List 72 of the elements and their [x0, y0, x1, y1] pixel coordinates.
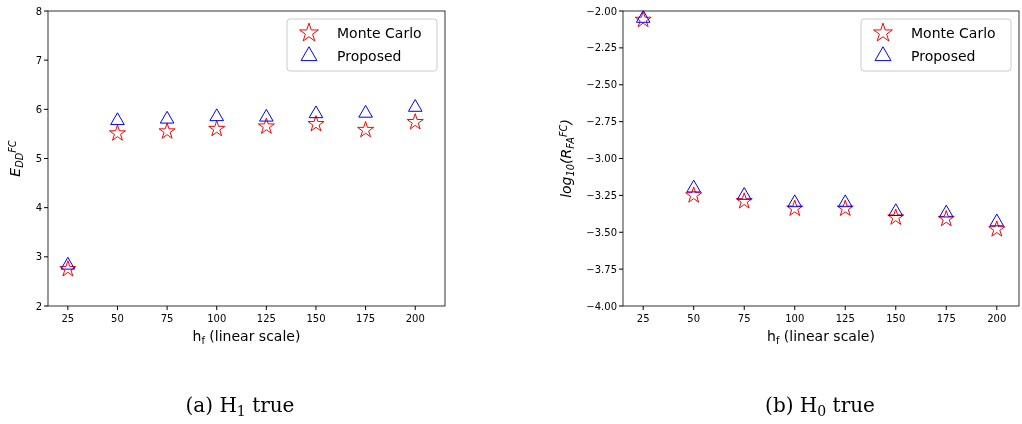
x-tick-label: 150 [306, 313, 326, 324]
x-tick-label: 200 [405, 313, 425, 324]
y-tick-label: −3.50 [586, 226, 617, 238]
x-tick-label: 50 [687, 313, 701, 324]
y-tick-label: −2.75 [586, 116, 617, 128]
point [307, 115, 325, 132]
point [938, 204, 954, 218]
point [735, 192, 753, 209]
x-tick-label: 175 [356, 313, 376, 324]
y-tick-label: −2.50 [586, 79, 617, 91]
y-tick-label: 7 [35, 54, 42, 66]
point [59, 260, 77, 277]
y-tick-label: 5 [35, 153, 42, 164]
point [887, 208, 905, 225]
text: (a) H$_{1}$ true [185, 393, 295, 420]
y-tick-label: −3.25 [586, 189, 617, 201]
y-tick-label: −3.00 [586, 153, 617, 164]
point [786, 199, 804, 216]
point [837, 194, 853, 208]
point [357, 121, 375, 138]
point [308, 105, 324, 119]
y-tick-label: −2.00 [586, 5, 617, 17]
x-tick-label: 200 [987, 313, 1007, 324]
y-tick-label: 3 [35, 251, 42, 263]
point [634, 10, 652, 28]
point [736, 187, 752, 200]
y-tick-label: 4 [35, 202, 42, 214]
point [158, 122, 176, 139]
legend-label: Proposed [911, 47, 976, 64]
x-tick-label: 50 [111, 313, 124, 324]
x-axis-title: h$_{f}$ (linear scale) [767, 328, 875, 346]
x-tick-label: 25 [61, 313, 75, 324]
legend-label: Proposed [337, 47, 402, 64]
y-tick-label: −4.00 [586, 300, 617, 312]
x-tick-label: 100 [785, 313, 805, 324]
point [110, 112, 125, 126]
point [208, 120, 226, 137]
point [635, 10, 651, 23]
point [836, 199, 854, 216]
point [406, 113, 424, 130]
y-tick-label: 8 [35, 5, 42, 17]
y-tick-label: 2 [35, 300, 42, 312]
text: (b) H$_{0}$ true [765, 393, 875, 420]
point [159, 110, 175, 124]
x-tick-label: 125 [256, 313, 276, 324]
point [407, 99, 423, 112]
legend-label: Monte Carlo [911, 24, 996, 41]
legend-label: Monte Carlo [337, 24, 422, 41]
point [686, 179, 702, 193]
y-tick-label: −2.25 [586, 42, 617, 54]
x-tick-label: 75 [737, 313, 751, 324]
point [60, 256, 76, 270]
x-tick-label: 125 [835, 313, 855, 324]
point [358, 104, 373, 118]
point [988, 220, 1006, 237]
point [888, 203, 904, 217]
x-tick-label: 75 [160, 313, 174, 324]
y-tick-label: −3.75 [586, 263, 617, 275]
point [685, 186, 703, 203]
x-axis-title: h$_{f}$ (linear scale) [192, 328, 301, 346]
point [787, 194, 803, 208]
x-tick-label: 25 [636, 313, 650, 324]
x-tick-label: 175 [936, 313, 956, 324]
x-tick-label: 100 [207, 313, 227, 324]
point [257, 117, 275, 134]
x-tick-label: 150 [886, 313, 906, 324]
point [108, 124, 126, 141]
point [259, 108, 274, 122]
point [209, 108, 225, 122]
point [989, 213, 1005, 227]
y-tick-label: 6 [35, 103, 42, 115]
point [937, 210, 955, 227]
